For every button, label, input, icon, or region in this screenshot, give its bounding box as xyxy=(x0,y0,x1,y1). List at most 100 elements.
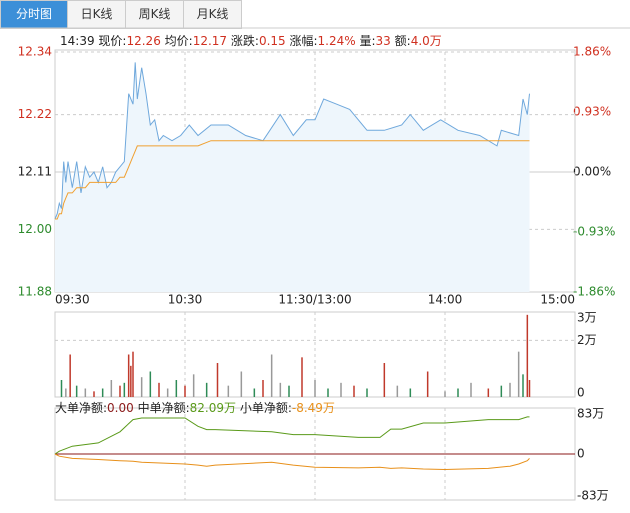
x-tick-label: 10:30 xyxy=(168,293,203,307)
x-tick-label: 09:30 xyxy=(55,293,90,307)
y-tick-label: 83万 xyxy=(577,407,604,421)
y-tick-label: 3万 xyxy=(577,311,597,325)
info-value: 33 xyxy=(376,34,391,48)
volume-bar xyxy=(353,385,355,397)
tab[interactable]: 分时图 xyxy=(0,0,68,29)
info-value: 1.24% xyxy=(318,34,356,48)
y-tick-label: 0 xyxy=(577,386,585,400)
tab-bar: 分时图 日K线 周K线 月K线 xyxy=(0,0,242,29)
info-label: 现价: xyxy=(98,34,126,48)
volume-bar xyxy=(396,385,399,397)
volume-bar xyxy=(327,388,329,397)
volume-bar xyxy=(132,351,134,397)
volume-bar xyxy=(366,388,368,397)
volume-bar xyxy=(93,391,95,397)
volume-bar xyxy=(216,363,219,397)
volume-bar xyxy=(69,354,71,397)
volume-bar xyxy=(65,388,67,397)
y-tick-label: 12.34 xyxy=(18,45,52,59)
volume-bar xyxy=(279,382,282,397)
volume-bar xyxy=(426,371,429,397)
volume-bar xyxy=(240,371,243,397)
legend-value: -8.49万 xyxy=(292,401,335,415)
y-tick-label: 0 xyxy=(577,447,585,461)
series-line xyxy=(54,62,530,220)
volume-bar xyxy=(149,371,152,397)
volume-bar xyxy=(158,382,160,397)
y-tick-label: 12.11 xyxy=(18,165,52,179)
volume-bar xyxy=(123,382,126,397)
y-tick-label: 2万 xyxy=(577,333,597,347)
volume-bar xyxy=(314,380,316,397)
volume-bar xyxy=(383,363,386,397)
series-line xyxy=(55,140,530,220)
volume-bar xyxy=(526,314,529,397)
x-tick-label: 14:00 xyxy=(428,293,463,307)
volume-bar xyxy=(60,380,63,397)
volume-bar xyxy=(262,380,264,397)
info-value: 0.15 xyxy=(259,34,286,48)
volume-bar xyxy=(184,385,186,397)
y-tick-label: 11.88 xyxy=(18,285,52,299)
info-label: 涨跌: xyxy=(231,33,259,48)
volume-bar xyxy=(175,380,178,397)
y2-tick-label: 0.00% xyxy=(573,165,611,179)
volume-bar xyxy=(301,357,303,397)
info-label: 量: xyxy=(359,34,375,48)
series-line xyxy=(54,416,530,455)
volume-bar xyxy=(270,354,273,397)
y2-tick-label: 1.86% xyxy=(573,45,611,59)
volume-bar xyxy=(127,354,130,397)
info-label: 均价: xyxy=(165,34,193,48)
volume-bar xyxy=(528,380,531,397)
series-line xyxy=(54,453,530,471)
volume-bar xyxy=(84,388,87,397)
area xyxy=(55,62,530,293)
info-value: 4.0万 xyxy=(411,34,442,48)
legend-name: 小单净额: xyxy=(240,401,292,415)
volume-bar xyxy=(288,385,290,397)
time: 14:39 xyxy=(60,34,95,48)
volume-bar xyxy=(101,388,104,397)
y2-tick-label: -1.86% xyxy=(573,285,615,299)
legend-name: 大单净额: xyxy=(55,401,107,415)
volume-bar xyxy=(166,388,169,397)
volume-bar xyxy=(500,385,503,397)
tab[interactable]: 周K线 xyxy=(126,0,184,29)
info-label: 涨幅: xyxy=(289,33,317,48)
volume-bar xyxy=(470,382,472,397)
volume-bar xyxy=(340,382,342,397)
legend-name: 中单净额: xyxy=(138,400,190,415)
y-tick-label: 12.22 xyxy=(18,107,52,121)
volume-bar xyxy=(522,374,524,397)
tab[interactable]: 月K线 xyxy=(184,0,242,29)
volume-bar xyxy=(409,388,412,397)
volume-bar xyxy=(487,388,490,397)
info-value: 12.17 xyxy=(193,34,227,48)
legend-value: 0.00 xyxy=(107,401,134,415)
volume-bar xyxy=(253,388,256,397)
legend: 大单净额:0.00 中单净额:82.09万 小单净额:-8.49万 xyxy=(55,400,335,415)
x-tick-label: 15:00 xyxy=(540,293,575,307)
volume-bar xyxy=(509,382,511,397)
volume-bar xyxy=(457,388,459,397)
volume-bar xyxy=(444,391,446,397)
y-tick-label: 12.00 xyxy=(18,222,52,236)
volume-bar xyxy=(130,365,132,397)
legend-value: 82.09万 xyxy=(190,401,236,415)
x-tick-label: 11:30/13:00 xyxy=(278,293,351,307)
volume-bar xyxy=(192,374,195,397)
volume-bar xyxy=(205,382,208,397)
y-tick-label: -83万 xyxy=(577,489,609,503)
info-value: 12.26 xyxy=(126,34,160,48)
volume-bar xyxy=(119,385,121,397)
volume-bar xyxy=(227,385,230,397)
info-label: 额: xyxy=(395,34,411,48)
volume-bar xyxy=(517,351,520,397)
y2-tick-label: 0.93% xyxy=(573,105,611,119)
volume-bar xyxy=(110,380,113,397)
volume-bar xyxy=(75,385,78,397)
info-line: 14:39 现价:12.26 均价:12.17 涨跌:0.15 涨幅:1.24%… xyxy=(60,33,442,48)
